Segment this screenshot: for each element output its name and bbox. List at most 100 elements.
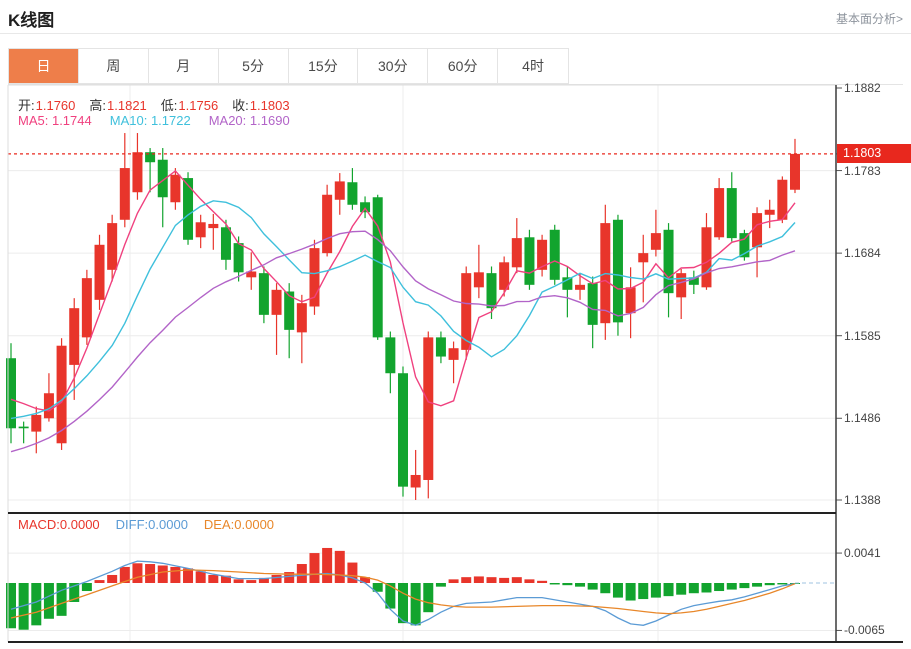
candle-body (435, 337, 446, 357)
macd-bar (499, 577, 510, 583)
macd-bar (220, 575, 231, 583)
candle-body (562, 277, 573, 290)
ma5-label: MA5: (18, 113, 49, 128)
ma10-label: MA10: (109, 113, 148, 128)
macd-bar (612, 583, 623, 598)
macd-bar (233, 579, 244, 583)
candle-body (284, 291, 295, 330)
tab-interval-4[interactable]: 5分 (219, 49, 289, 83)
candle-body (258, 273, 269, 315)
macd-bar (81, 583, 92, 592)
macd-bar (777, 583, 788, 585)
macd-bar (334, 550, 345, 583)
ma10-value: 1.1722 (150, 113, 191, 128)
macd-bar (448, 579, 459, 583)
candle-body (385, 337, 396, 374)
page-title: K线图 (8, 11, 55, 30)
macd-bar (764, 583, 775, 586)
candle-body (183, 178, 194, 240)
price-axis-label: 1.1783 (844, 163, 881, 178)
tab-interval-8[interactable]: 4时 (522, 58, 544, 74)
candle-body (739, 233, 750, 258)
candle-body (473, 272, 484, 288)
macd-bar (688, 583, 699, 594)
candle-body (195, 222, 206, 238)
macd-bar (587, 583, 598, 590)
macd-value: 0.0000 (59, 517, 100, 532)
tab-interval-7[interactable]: 60分 (428, 49, 499, 83)
macd-bar (385, 583, 396, 609)
interval-tab-bar: 日周月 5分 15分 30分 60分 4时 (8, 48, 903, 85)
dea-line (10, 569, 796, 619)
macd-bar (284, 572, 295, 583)
macd-bar (701, 583, 712, 593)
candle-body (714, 188, 725, 238)
candle-body (612, 219, 623, 323)
candle-body (676, 273, 687, 298)
tab-interval-3[interactable]: 月 (149, 49, 219, 83)
macd-label: MACD: (18, 517, 60, 532)
ma20-value: 1.1690 (249, 113, 290, 128)
candle-body (157, 159, 168, 198)
macd-bar (625, 583, 636, 601)
current-price-badge: 1.1803 (837, 144, 911, 164)
macd-bar (461, 577, 472, 583)
candle-body (587, 283, 598, 325)
candle-body (220, 227, 231, 260)
candle-body (764, 209, 775, 215)
macd-bar (183, 568, 194, 583)
macd-bar (296, 564, 307, 583)
candle-body (31, 414, 42, 432)
candle-body (170, 174, 181, 203)
tab-interval-6[interactable]: 30分 (358, 49, 429, 83)
macd-bar (714, 583, 725, 592)
tab-interval-2[interactable]: 周 (79, 49, 149, 83)
candle-body (726, 188, 737, 239)
candle-body (18, 426, 29, 429)
tab-interval-5[interactable]: 15分 (289, 49, 359, 83)
price-axis-label: 1.1585 (844, 328, 881, 343)
candle-body (701, 227, 712, 288)
ma20-line (10, 230, 796, 453)
candle-body (6, 358, 16, 429)
candle-body (132, 152, 143, 193)
macd-bar (322, 547, 333, 583)
candle-body (334, 181, 345, 200)
candle-body (309, 248, 320, 307)
macd-bar (537, 580, 548, 583)
macd-bar (486, 577, 497, 583)
candle-body (145, 152, 156, 163)
candle-body (81, 278, 92, 338)
macd-bar (752, 583, 763, 587)
ma20-label: MA20: (208, 113, 247, 128)
candle-body (549, 229, 560, 280)
tab-interval-1[interactable]: 日 (9, 49, 79, 83)
ma10-line (10, 200, 796, 420)
price-axis-label: 1.1684 (844, 246, 881, 261)
macd-bar (94, 580, 105, 583)
price-axis-label: 1.1486 (844, 411, 881, 426)
candle-body (486, 273, 497, 309)
close-label: 收: (232, 98, 249, 113)
macd-bar (195, 571, 206, 583)
candle-body (397, 373, 408, 487)
macd-bar (170, 566, 181, 583)
high-value: 1.1821 (107, 98, 147, 113)
dea-value: 0.0000 (234, 517, 275, 532)
candle-body (511, 238, 522, 268)
macd-bar (246, 580, 257, 583)
macd-bar (600, 583, 611, 594)
fundamental-analysis-link[interactable]: 基本面分析> (835, 12, 903, 26)
macd-bar (43, 583, 54, 619)
macd-bar (56, 583, 67, 616)
macd-axis-label: -0.0065 (844, 623, 885, 638)
open-label: 开: (18, 98, 35, 113)
macd-bar (562, 583, 573, 586)
macd-bar (157, 565, 168, 583)
macd-bar (309, 553, 320, 583)
candle-body (524, 237, 535, 285)
candle-body (789, 153, 800, 190)
candle-body (650, 233, 661, 250)
candle-body (663, 229, 674, 294)
